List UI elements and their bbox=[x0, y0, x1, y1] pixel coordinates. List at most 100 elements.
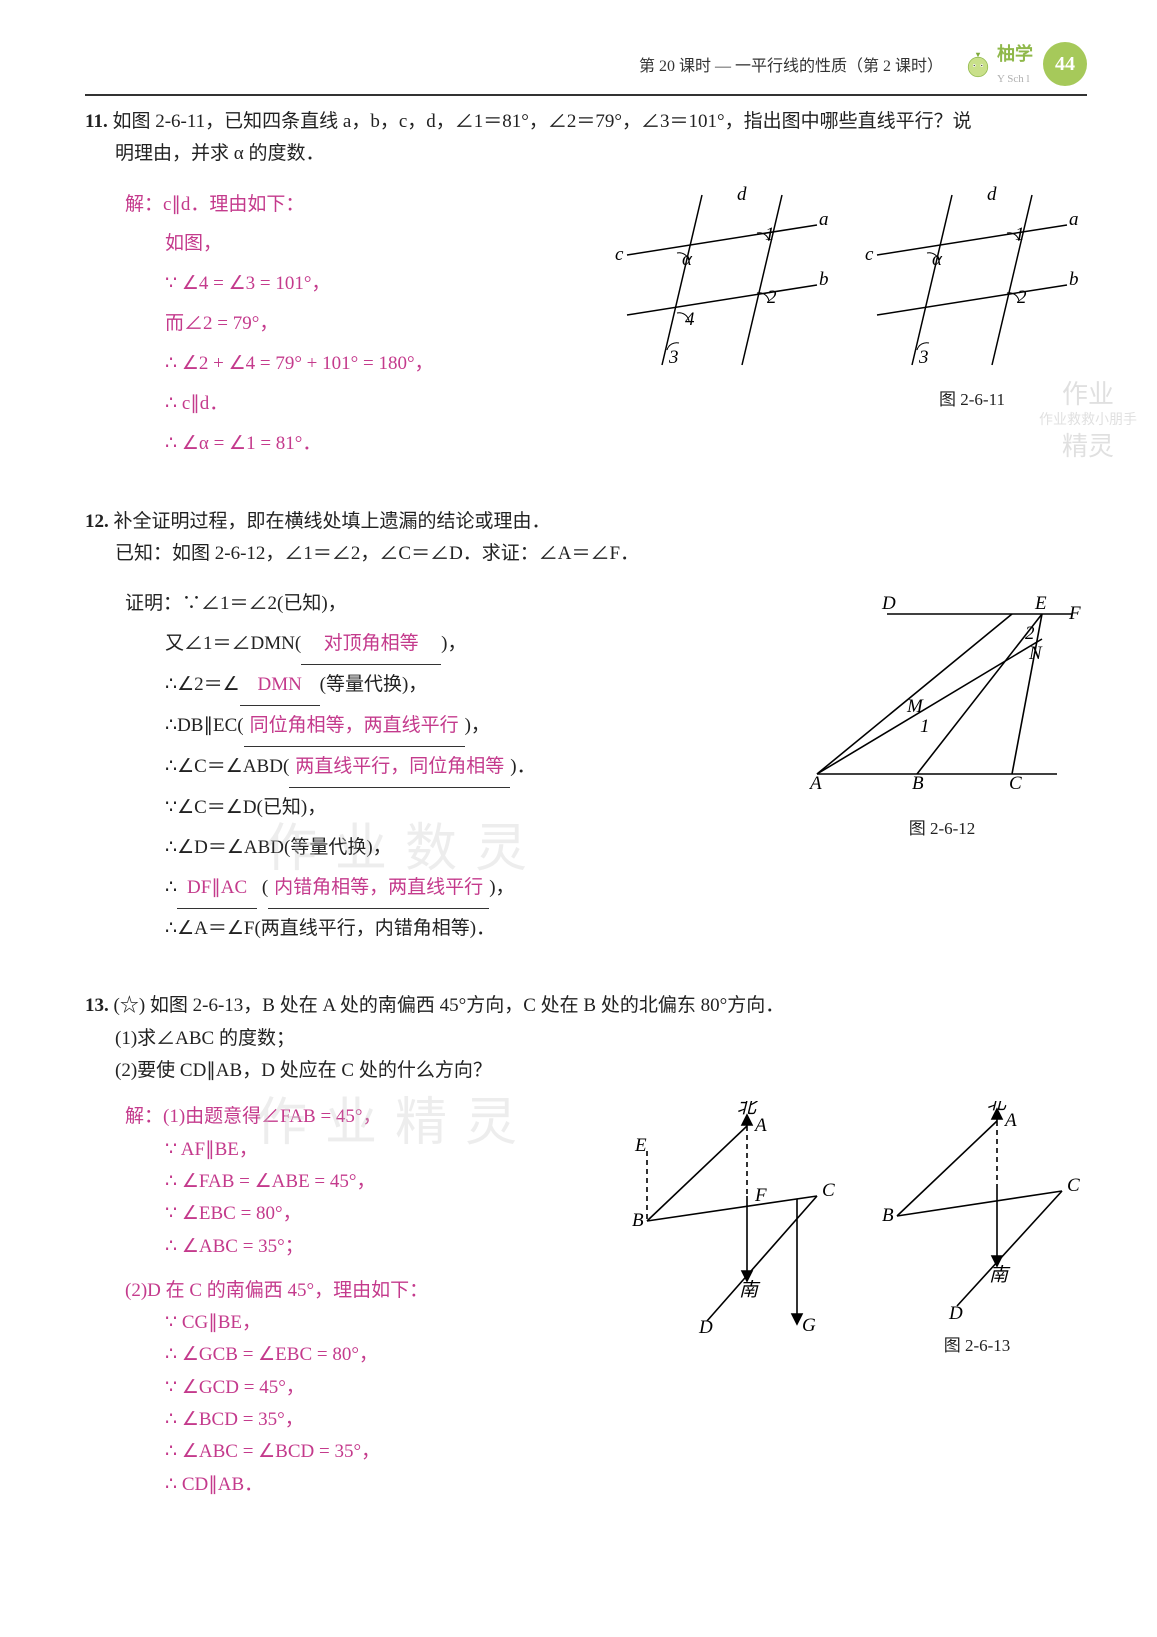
svg-text:F: F bbox=[1068, 603, 1081, 624]
svg-text:2: 2 bbox=[1017, 287, 1027, 308]
figure-caption: 图 2-6-11 bbox=[857, 385, 1087, 410]
proof-line: ∴DF∥AC (内错角相等，两直线平行)， bbox=[125, 868, 777, 909]
figure-11-right: d a c b 1 α 2 3 图 2-6-11 bbox=[857, 185, 1087, 410]
svg-text:E: E bbox=[1034, 593, 1047, 614]
svg-text:N: N bbox=[1028, 643, 1043, 664]
svg-text:B: B bbox=[882, 1205, 894, 1226]
svg-text:A: A bbox=[808, 773, 822, 794]
svg-text:C: C bbox=[1067, 1175, 1080, 1196]
answer-line: ∴ ∠ABC = 35°； bbox=[125, 1231, 587, 1263]
proof-line: ∵∠C＝∠D(已知)， bbox=[125, 788, 777, 828]
svg-text:A: A bbox=[753, 1115, 767, 1136]
answer-line: ∴ ∠2 + ∠4 = 79° + 101° = 180°， bbox=[125, 344, 587, 384]
problem-stem: 补全证明过程，即在横线处填上遗漏的结论或理由． bbox=[114, 511, 551, 532]
problem-stem2: 已知：如图 2-6-12，∠1＝∠2，∠C＝∠D．求证：∠A＝∠F． bbox=[85, 538, 1087, 570]
page-header: 第 20 课时 — 一平行线的性质（第 2 课时） 柚学 Y Sch l 44 bbox=[85, 40, 1087, 88]
svg-text:a: a bbox=[1069, 209, 1079, 230]
problem-number: 11. bbox=[85, 111, 108, 132]
svg-text:B: B bbox=[632, 1210, 644, 1231]
problem-11: 11. 如图 2-6-11，已知四条直线 a，b，c，d，∠1＝81°，∠2＝7… bbox=[85, 106, 1087, 464]
answer-line: 解：c∥d．理由如下： bbox=[125, 185, 587, 225]
svg-text:4: 4 bbox=[685, 309, 695, 330]
answer-line: ∴ CD∥AB． bbox=[125, 1469, 587, 1501]
svg-text:南: 南 bbox=[739, 1280, 761, 1301]
svg-text:M: M bbox=[906, 696, 924, 717]
svg-text:1: 1 bbox=[920, 716, 930, 737]
logo-text: 柚学 bbox=[997, 44, 1033, 64]
answer-line: ∵ ∠4 = ∠3 = 101°， bbox=[125, 264, 587, 304]
answer-line: ∴ ∠BCD = 35°， bbox=[125, 1404, 587, 1436]
header-rule bbox=[85, 94, 1087, 96]
star-marker: (☆) bbox=[114, 995, 146, 1016]
proof-line: ∴∠2＝∠DMN(等量代换)， bbox=[125, 665, 777, 706]
svg-text:D: D bbox=[698, 1317, 713, 1338]
answer-line: ∴ ∠ABC = ∠BCD = 35°， bbox=[125, 1436, 587, 1468]
problem-12: 作业数灵 12. 补全证明过程，即在横线处填上遗漏的结论或理由． 已知：如图 2… bbox=[85, 506, 1087, 949]
problem-number: 12. bbox=[85, 511, 109, 532]
problem-13: 作业精灵 13. (☆) 如图 2-6-13，B 处在 A 处的南偏西 45°方… bbox=[85, 990, 1087, 1500]
figure-11-left: d a c b 1 α 2 4 3 bbox=[607, 185, 837, 381]
svg-text:D: D bbox=[881, 593, 896, 614]
fill-blank: DF∥AC bbox=[177, 868, 257, 909]
figure-caption: 图 2-6-13 bbox=[867, 1331, 1087, 1356]
figure-13-left: 北 南 A B C D E F G bbox=[607, 1101, 847, 1347]
fill-blank: 对顶角相等 bbox=[301, 624, 441, 665]
svg-text:南: 南 bbox=[989, 1265, 1011, 1286]
svg-text:c: c bbox=[865, 244, 874, 265]
problem-stem: 如图 2-6-11，已知四条直线 a，b，c，d，∠1＝81°，∠2＝79°，∠… bbox=[112, 111, 971, 132]
answer-line: ∴ ∠FAB = ∠ABE = 45°， bbox=[125, 1166, 587, 1198]
svg-text:1: 1 bbox=[1015, 224, 1025, 245]
fill-blank: 内错角相等，两直线平行 bbox=[268, 868, 489, 909]
answer-line: ∵ ∠GCD = 45°， bbox=[125, 1372, 587, 1404]
proof-line: ∴∠A＝∠F(两直线平行，内错角相等)． bbox=[125, 909, 777, 949]
proof-line: 证明：∵∠1＝∠2(已知)， bbox=[125, 584, 777, 624]
svg-text:a: a bbox=[819, 209, 829, 230]
proof-line: 又∠1＝∠DMN(对顶角相等)， bbox=[125, 624, 777, 665]
answer-line: ∴ ∠α = ∠1 = 81°． bbox=[125, 424, 587, 464]
answer-line: ∵ ∠EBC = 80°， bbox=[125, 1198, 587, 1230]
svg-text:C: C bbox=[822, 1180, 835, 1201]
svg-text:D: D bbox=[948, 1303, 963, 1321]
svg-text:G: G bbox=[802, 1315, 816, 1336]
answer-line: 而∠2 = 79°， bbox=[125, 304, 587, 344]
answer-line: ∵ CG∥BE， bbox=[125, 1307, 587, 1339]
svg-text:3: 3 bbox=[668, 347, 679, 368]
svg-text:α: α bbox=[932, 249, 943, 270]
answer-line: 解：(1)由题意得∠FAB = 45°， bbox=[125, 1101, 587, 1133]
svg-text:c: c bbox=[615, 244, 624, 265]
svg-text:F: F bbox=[754, 1185, 767, 1206]
fill-blank: 两直线平行，同位角相等 bbox=[289, 747, 510, 788]
problem-number: 13. bbox=[85, 995, 109, 1016]
svg-text:b: b bbox=[1069, 269, 1079, 290]
svg-text:α: α bbox=[682, 249, 693, 270]
svg-text:d: d bbox=[737, 185, 747, 205]
svg-text:B: B bbox=[912, 773, 924, 794]
svg-text:3: 3 bbox=[918, 347, 929, 368]
sub-question: (1)求∠ABC 的度数； bbox=[85, 1023, 1087, 1055]
answer-line: (2)D 在 C 的南偏西 45°，理由如下： bbox=[125, 1275, 587, 1307]
svg-text:2: 2 bbox=[1025, 623, 1035, 644]
figure-caption: 图 2-6-12 bbox=[797, 814, 1087, 839]
proof-line: ∴∠C＝∠ABD(两直线平行，同位角相等)． bbox=[125, 747, 777, 788]
chapter-title: 第 20 课时 — 一平行线的性质（第 2 课时） bbox=[639, 52, 943, 76]
fill-blank: 同位角相等，两直线平行 bbox=[244, 706, 465, 747]
figure-13-right: 北 南 A B C D 图 2-6-13 bbox=[867, 1101, 1087, 1356]
svg-text:A: A bbox=[1003, 1110, 1017, 1131]
fill-blank: DMN bbox=[240, 665, 320, 706]
sub-question: (2)要使 CD∥AB，D 处应在 C 处的什么方向？ bbox=[85, 1055, 1087, 1087]
figure-12: A B C D E F M N 1 2 图 2-6-12 bbox=[797, 584, 1087, 839]
proof-line: ∴DB∥EC(同位角相等，两直线平行)， bbox=[125, 706, 777, 747]
pomelo-icon bbox=[963, 49, 993, 79]
answer-line: ∵ AF∥BE， bbox=[125, 1134, 587, 1166]
answer-line: 如图， bbox=[125, 224, 587, 264]
proof-line: ∴∠D＝∠ABD(等量代换)， bbox=[125, 828, 777, 868]
svg-text:E: E bbox=[634, 1135, 647, 1156]
problem-stem-cont: 明理由，并求 α 的度数． bbox=[85, 138, 1087, 170]
svg-text:C: C bbox=[1009, 773, 1022, 794]
svg-text:1: 1 bbox=[765, 224, 775, 245]
problem-stem: 如图 2-6-13，B 处在 A 处的南偏西 45°方向，C 处在 B 处的北偏… bbox=[150, 995, 784, 1016]
answer-line: ∴ c∥d． bbox=[125, 384, 587, 424]
logo-subtext: Y Sch l bbox=[997, 73, 1030, 85]
logo: 柚学 Y Sch l bbox=[963, 40, 1033, 88]
svg-text:d: d bbox=[987, 185, 997, 205]
